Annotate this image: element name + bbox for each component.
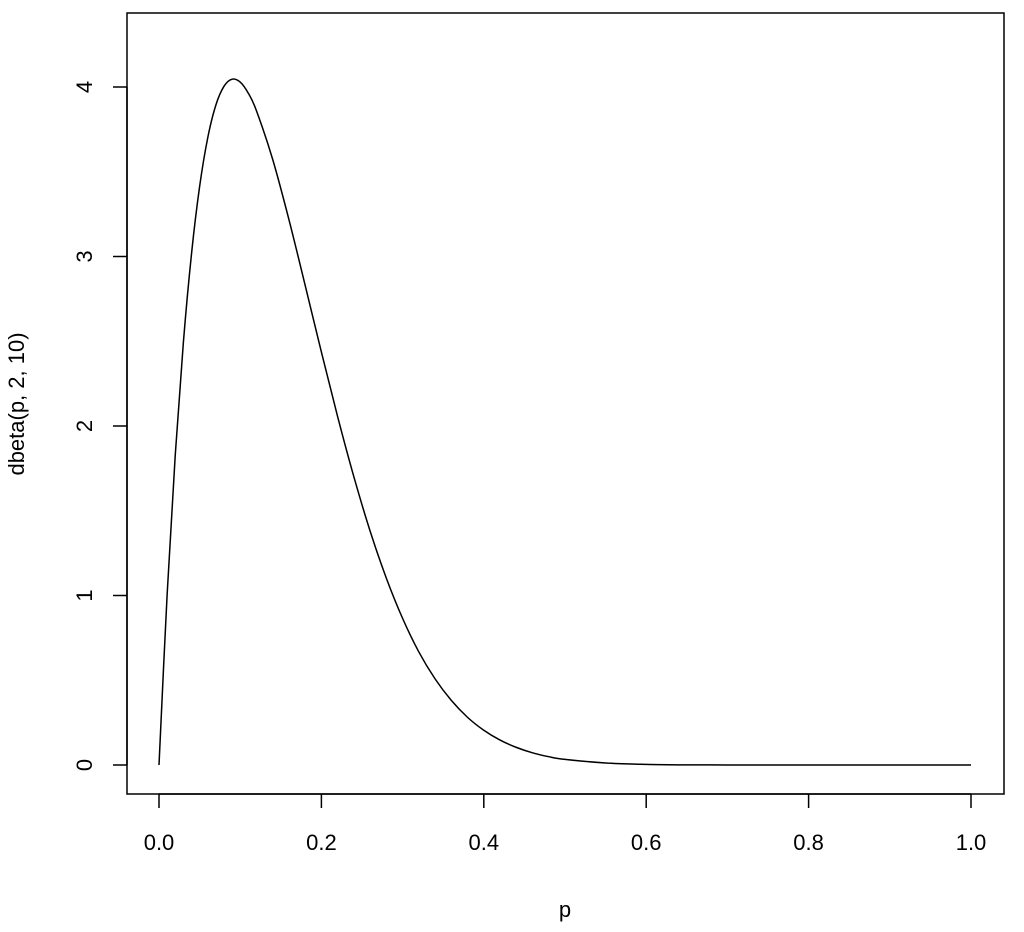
y-tick-label: 2 [72, 420, 97, 432]
density-curve [158, 78, 971, 766]
plot-frame [126, 12, 1005, 795]
x-tick-label: 0.0 [144, 830, 175, 855]
x-tick-label: 0.2 [306, 830, 337, 855]
y-tick-label: 3 [72, 250, 97, 262]
y-tick-label: 0 [72, 759, 97, 771]
y-tick-label: 1 [72, 589, 97, 601]
x-axis-title: p [559, 897, 571, 922]
x-tick-label: 0.8 [793, 830, 824, 855]
y-axis-title: dbeta(p, 2, 10) [4, 332, 29, 475]
y-tick-label: 4 [72, 81, 97, 93]
x-tick-label: 0.6 [631, 830, 662, 855]
x-axis: 0.0 0.2 0.4 0.6 0.8 1.0 [144, 793, 987, 855]
x-tick-label: 0.4 [469, 830, 500, 855]
y-axis: 0 1 2 3 4 [72, 81, 128, 771]
x-tick-label: 1.0 [956, 830, 987, 855]
